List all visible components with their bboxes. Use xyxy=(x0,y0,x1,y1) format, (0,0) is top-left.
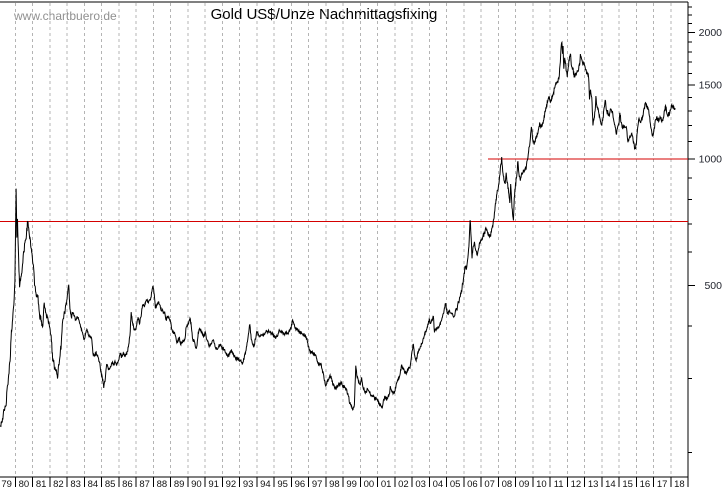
year-tick-label: 14 xyxy=(605,479,616,490)
year-tick-label: 90 xyxy=(191,479,202,490)
year-tick-label: 07 xyxy=(484,479,495,490)
year-tick-label: 16 xyxy=(640,479,651,490)
year-tick-label: 01 xyxy=(381,479,392,490)
page-title: Gold US$/Unze Nachmittagsfixing xyxy=(210,6,438,23)
year-tick-label: 96 xyxy=(295,479,306,490)
year-tick-label: 04 xyxy=(433,479,444,490)
year-tick-label: 12 xyxy=(571,479,582,490)
year-tick-label: 81 xyxy=(36,479,47,490)
price-tick-label: 2000 xyxy=(699,27,723,39)
year-tick-label: 83 xyxy=(70,479,81,490)
year-tick-label: 91 xyxy=(208,479,219,490)
year-tick-label: 05 xyxy=(450,479,461,490)
year-tick-label: 98 xyxy=(329,479,340,490)
year-tick-label: 87 xyxy=(139,479,150,490)
year-tick-label: 17 xyxy=(657,479,668,490)
year-tick-label: 88 xyxy=(157,479,168,490)
year-tick-label: 93 xyxy=(243,479,254,490)
year-tick-label: 82 xyxy=(53,479,64,490)
price-tick-label: 1000 xyxy=(699,154,723,166)
gold-price-series xyxy=(0,40,676,428)
year-tick-label: 92 xyxy=(226,479,237,490)
year-tick-label: 10 xyxy=(536,479,547,490)
price-tick-label: 1500 xyxy=(699,80,723,92)
year-tick-label: 11 xyxy=(554,479,564,490)
year-tick-label: 15 xyxy=(622,479,633,490)
watermark: www.chartbuero.de xyxy=(14,9,117,23)
year-tick-label: 08 xyxy=(502,479,513,490)
year-tick-label: 99 xyxy=(346,479,357,490)
year-tick-label: 84 xyxy=(88,479,99,490)
year-tick-label: 95 xyxy=(277,479,288,490)
year-tick-label: 09 xyxy=(519,479,530,490)
year-tick-label: 85 xyxy=(105,479,116,490)
year-tick-label: 86 xyxy=(122,479,133,490)
year-tick-label: 18 xyxy=(674,479,685,490)
year-tick-label: 03 xyxy=(415,479,426,490)
year-tick-label: 13 xyxy=(588,479,599,490)
year-tick-label: 06 xyxy=(467,479,478,490)
year-tick-label: 89 xyxy=(174,479,185,490)
year-tick-label: 80 xyxy=(19,479,30,490)
year-tick-label: 00 xyxy=(364,479,375,490)
year-tick-label: 02 xyxy=(398,479,409,490)
year-tick-label: 94 xyxy=(260,479,271,490)
year-tick-label: 79 xyxy=(1,479,12,490)
price-tick-label: 500 xyxy=(704,280,722,292)
year-tick-label: 97 xyxy=(312,479,323,490)
